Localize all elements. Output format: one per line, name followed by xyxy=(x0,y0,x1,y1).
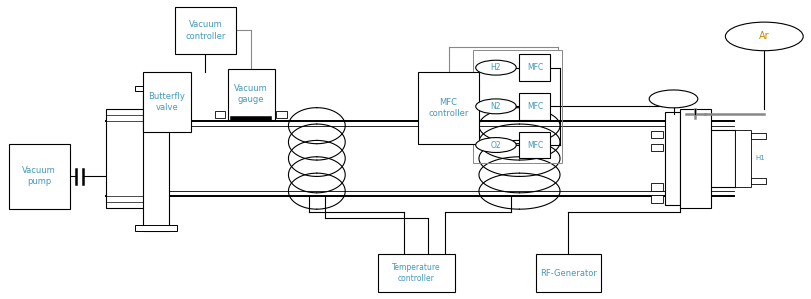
Bar xyxy=(9,144,70,209)
Bar xyxy=(144,86,169,231)
Text: Ar: Ar xyxy=(758,31,769,41)
Circle shape xyxy=(475,99,516,114)
Bar xyxy=(519,132,550,158)
Text: Vacuum
gauge: Vacuum gauge xyxy=(234,84,268,104)
Bar xyxy=(276,111,286,118)
Bar xyxy=(174,7,235,54)
Text: RF-Generator: RF-Generator xyxy=(539,269,596,277)
Text: Vacuum
controller: Vacuum controller xyxy=(185,20,225,40)
Bar xyxy=(227,69,274,120)
Bar xyxy=(650,195,662,203)
Bar xyxy=(135,86,177,91)
Bar xyxy=(135,225,177,231)
Bar xyxy=(377,254,454,292)
Text: Vacuum
pump: Vacuum pump xyxy=(22,166,56,186)
Text: MFC: MFC xyxy=(526,102,543,111)
Bar xyxy=(664,112,679,205)
Text: O2: O2 xyxy=(490,141,500,150)
Text: Butterfly
valve: Butterfly valve xyxy=(148,92,185,112)
Circle shape xyxy=(475,138,516,152)
Text: H1: H1 xyxy=(754,155,764,161)
Text: N2: N2 xyxy=(490,102,500,111)
Bar xyxy=(143,72,191,132)
Circle shape xyxy=(475,60,516,75)
Bar xyxy=(750,133,765,139)
Bar xyxy=(650,131,662,138)
Bar xyxy=(106,109,147,208)
Text: MFC: MFC xyxy=(526,141,543,150)
Bar xyxy=(650,183,662,191)
Bar xyxy=(734,130,750,187)
Bar xyxy=(418,72,478,144)
Bar xyxy=(519,93,550,120)
Bar xyxy=(750,178,765,184)
Text: H2: H2 xyxy=(490,63,500,72)
Bar xyxy=(214,111,225,118)
Text: Temperature
controller: Temperature controller xyxy=(392,263,440,283)
Bar xyxy=(650,144,662,151)
Bar xyxy=(519,54,550,81)
Bar xyxy=(679,109,710,208)
Text: MFC: MFC xyxy=(526,63,543,72)
Text: MFC
controller: MFC controller xyxy=(428,98,468,118)
Circle shape xyxy=(648,90,697,108)
Bar xyxy=(473,50,562,163)
Bar xyxy=(535,254,600,292)
Circle shape xyxy=(724,22,802,51)
